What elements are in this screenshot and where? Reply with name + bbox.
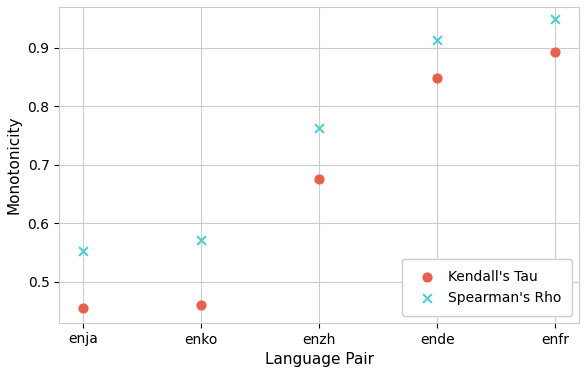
Spearman's Rho <box>432 37 442 43</box>
Spearman's Rho <box>551 16 560 22</box>
Kendall's Tau <box>196 302 206 308</box>
Spearman's Rho <box>196 237 206 243</box>
Spearman's Rho <box>78 248 87 254</box>
Legend: Kendall's Tau, Spearman's Rho: Kendall's Tau, Spearman's Rho <box>402 259 572 316</box>
X-axis label: Language Pair: Language Pair <box>265 352 374 367</box>
Kendall's Tau <box>78 305 87 311</box>
Spearman's Rho <box>315 125 324 131</box>
Kendall's Tau <box>551 49 560 55</box>
Y-axis label: Monotonicity: Monotonicity <box>7 116 22 214</box>
Kendall's Tau <box>432 75 442 81</box>
Kendall's Tau <box>315 177 324 183</box>
